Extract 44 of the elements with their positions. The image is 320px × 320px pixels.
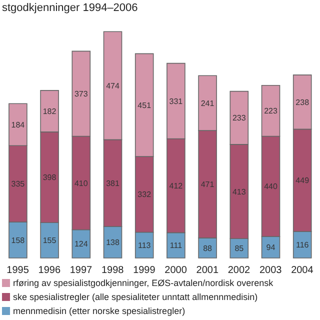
x-tick-label: 2003 [259, 265, 282, 276]
data-label: 94 [266, 243, 276, 252]
x-tick-label: 2000 [164, 265, 188, 276]
data-label: 223 [264, 106, 278, 116]
data-label: 182 [42, 107, 57, 116]
data-label: 138 [106, 238, 120, 248]
data-label: 88 [203, 244, 213, 253]
data-label: 381 [106, 178, 120, 188]
data-label: 116 [296, 240, 310, 250]
data-label: 158 [11, 236, 26, 245]
data-label: 335 [11, 180, 26, 189]
data-label: 111 [170, 241, 183, 250]
x-tick-label: 2001 [196, 265, 219, 276]
data-label: 332 [138, 190, 152, 200]
chart-title: stgodkjenninger 1994–2006 [2, 2, 138, 14]
data-label: 412 [169, 182, 184, 191]
data-label: 233 [232, 114, 246, 123]
data-label: 85 [234, 244, 244, 254]
x-tick-label: 2004 [291, 265, 314, 276]
data-label: 184 [11, 120, 26, 130]
legend-label: mennmedisin (etter norske spesialistregler) [13, 305, 186, 318]
data-label: 124 [74, 240, 88, 249]
x-tick-label: 1999 [133, 265, 156, 276]
data-label: 474 [106, 81, 120, 90]
data-label: 410 [74, 178, 88, 188]
data-label: 471 [200, 180, 215, 190]
x-tick-label: 1995 [6, 265, 30, 276]
x-tick-label: 2002 [228, 265, 251, 276]
data-label: 440 [264, 182, 278, 192]
x-tick-label: 1996 [38, 265, 61, 276]
data-label: 373 [74, 90, 88, 99]
legend-label: ske spesialistregler (alle spesialiteter unntatt allmennmedisin) [13, 291, 258, 304]
data-label: 331 [169, 96, 184, 106]
data-label: 241 [200, 98, 215, 108]
data-label: 449 [296, 176, 310, 186]
data-label: 413 [232, 187, 246, 196]
x-tick-label: 1997 [70, 265, 93, 276]
data-label: 398 [42, 173, 57, 182]
data-label: 451 [138, 100, 152, 110]
legend-label: rføring av spesialistgodkjenninger, EØS-avtalen/nordisk overensk [13, 277, 274, 290]
data-label: 238 [296, 98, 310, 107]
data-label: 113 [138, 240, 152, 250]
data-label: 155 [42, 236, 57, 246]
x-tick-label: 1998 [101, 265, 124, 276]
